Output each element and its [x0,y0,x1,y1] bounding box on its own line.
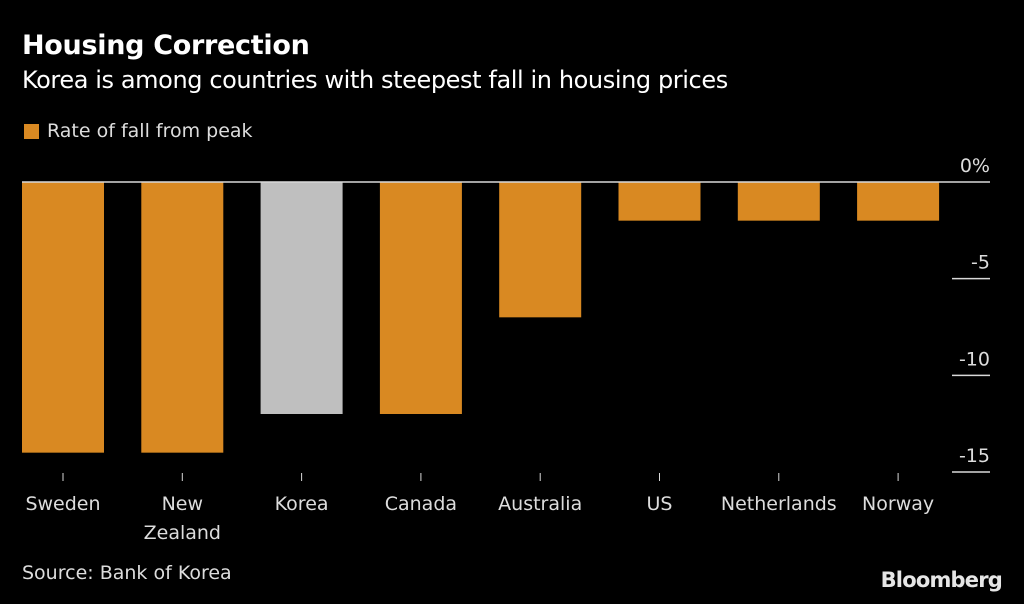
source-note: Source: Bank of Korea [22,562,232,584]
legend-swatch [24,123,39,139]
x-tick-label-line: Korea [275,493,329,515]
x-tick-label-line: US [647,493,673,515]
bar-norway [857,182,940,221]
x-tick-label: Korea [275,493,329,515]
x-tick-label-line: Australia [498,493,582,515]
x-tick-label-line: Canada [385,493,457,515]
x-tick-label-line: New [162,493,203,515]
x-tick-label: Netherlands [721,493,837,515]
x-tick-label: Australia [498,493,582,515]
chart-subtitle: Korea is among countries with steepest f… [22,66,728,94]
bar-australia [499,182,582,318]
x-tick-label: Canada [385,493,457,515]
x-tick-label-line: Zealand [144,522,221,544]
y-tick-label: -10 [959,348,990,370]
legend: Rate of fall from peak [24,120,253,142]
y-tick-label: -5 [971,252,990,274]
legend-label: Rate of fall from peak [47,120,253,142]
x-tick-label-line: Norway [862,493,934,515]
x-tick-label: US [647,493,673,515]
bar-new-zealand [141,182,224,453]
bar-netherlands [737,182,820,221]
y-tick-label: -15 [959,445,990,467]
chart-title: Housing Correction [22,30,310,61]
x-tick-label: Sweden [25,493,100,515]
x-tick-label-line: Netherlands [721,493,837,515]
x-tick-label: New Zealand [144,493,221,544]
x-tick-label: Norway [862,493,934,515]
y-tick-label: 0% [960,155,990,177]
bar-us [618,182,701,221]
bar-sweden [22,182,104,453]
bar-canada [379,182,462,414]
bloomberg-logo: Bloomberg [880,568,1003,592]
x-tick-label-line: Sweden [25,493,100,515]
bar-korea [260,182,343,414]
